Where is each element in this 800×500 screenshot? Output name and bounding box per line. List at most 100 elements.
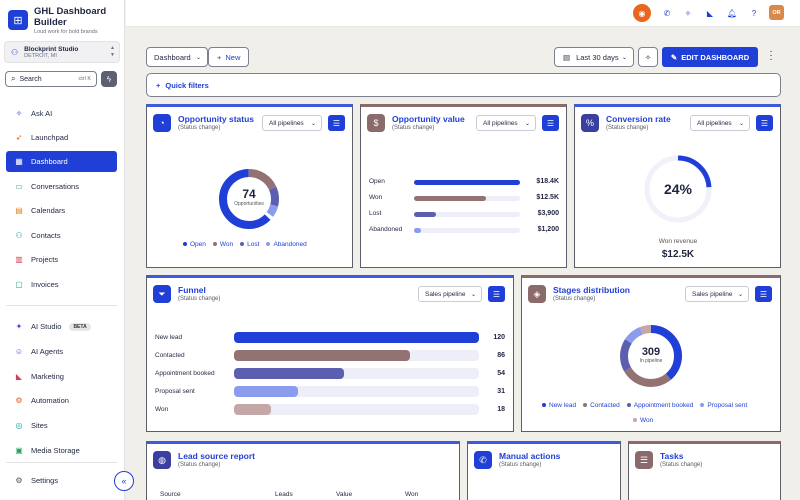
filter-button[interactable]: ☰ — [542, 115, 559, 131]
contacts-icon: ⚇ — [15, 231, 23, 240]
beta-badge: BETA — [69, 322, 91, 331]
avatar[interactable]: OR — [769, 5, 784, 20]
pipeline-select[interactable]: Sales pipeline ⌄ — [685, 286, 749, 302]
layers-icon: ◈ — [528, 285, 546, 303]
sidebar-item-conversations[interactable]: ▭ Conversations — [6, 176, 117, 197]
sidebar-item-label: Media Storage — [31, 446, 80, 455]
tasks-card: ☰ Tasks (Status change) — [628, 441, 781, 500]
filter-lines-icon: ☰ — [546, 118, 555, 128]
sidebar-item-marketing[interactable]: ◣ Marketing — [6, 366, 117, 387]
new-dashboard-button[interactable]: + New — [208, 47, 249, 67]
filter-button[interactable]: ☰ — [488, 286, 505, 302]
edit-dashboard-button[interactable]: ✎ EDIT DASHBOARD — [662, 47, 758, 67]
bell-icon: 🔔︎ — [726, 8, 738, 18]
legend-item: Contacted — [583, 402, 620, 409]
value-bar-fill — [414, 196, 487, 201]
pipeline-select[interactable]: All pipelines ⌄ — [690, 115, 750, 131]
sidebar-item-label: Conversations — [31, 182, 79, 191]
sidebar-item-dashboard[interactable]: ▦ Dashboard — [6, 151, 117, 172]
sidebar-item-projects[interactable]: ▥ Projects — [6, 249, 117, 270]
collapse-sidebar-button[interactable]: « — [114, 471, 134, 491]
legend-item: Proposal sent — [700, 402, 747, 409]
edit-dashboard-label: EDIT DASHBOARD — [681, 52, 750, 62]
card-title: Funnel — [178, 285, 206, 295]
more-options-icon[interactable]: · · · — [769, 46, 773, 65]
stages-total-label: In pipeline — [639, 358, 663, 364]
filter-button[interactable]: ☰ — [328, 115, 345, 131]
value-bar-fill — [414, 228, 422, 233]
robot-icon: ☺ — [14, 347, 24, 356]
value-row-value: $3,900 — [537, 210, 559, 217]
location-switcher[interactable]: ⚇ Blockprint Studio DETROIT, MI ▲ ▼ — [4, 41, 120, 63]
opportunity-status-card: ◔ Opportunity status (Status change) All… — [146, 104, 353, 268]
quick-filters-bar[interactable]: + Quick filters — [146, 73, 781, 97]
sidebar-item-media-storage[interactable]: ▣ Media Storage — [6, 440, 117, 461]
card-subtitle: (Status change) — [178, 462, 221, 468]
eye-icon: ◉ — [638, 8, 646, 18]
pipeline-select[interactable]: Sales pipeline ⌄ — [418, 286, 482, 302]
dashboard-select[interactable]: Dashboard ⌄ — [146, 47, 208, 67]
sidebar-item-sites[interactable]: ◎ Sites — [6, 415, 117, 436]
funnel-bar-fill — [234, 386, 298, 397]
lead-source-card: ◍ Lead source report (Status change) Sou… — [146, 441, 460, 500]
funnel-row-label: Proposal sent — [155, 388, 195, 395]
legend: Open Won Lost Abandoned — [183, 241, 307, 248]
help-icon: ? — [751, 8, 757, 18]
ai-button[interactable]: ✧ — [679, 4, 697, 22]
column-header: Source — [160, 491, 181, 498]
pipeline-select-value: All pipelines — [269, 119, 304, 127]
sidebar-item-ask-ai[interactable]: ✧ Ask AI — [6, 103, 117, 124]
globe-icon: ◍ — [153, 451, 171, 469]
funnel-row-value: 54 — [497, 370, 505, 377]
dashboard-icon: ▦ — [15, 157, 23, 166]
phone-icon: ✆ — [474, 451, 492, 469]
search-icon: ⌕ — [11, 74, 16, 83]
brand: ⊞ GHL Dashboard Builder Loud work for bo… — [8, 6, 116, 35]
opportunity-total: 74 — [242, 187, 256, 201]
pipeline-select[interactable]: All pipelines ⌄ — [476, 115, 536, 131]
automation-icon: ⚙ — [15, 396, 23, 405]
date-range-select[interactable]: ▤ Last 30 days ⌄ — [554, 47, 634, 67]
sidebar-item-invoices[interactable]: ▢ Invoices — [6, 274, 117, 295]
pipeline-select-value: All pipelines — [697, 119, 732, 127]
won-revenue-value: $12.5K — [661, 249, 695, 260]
help-button[interactable]: ? — [745, 4, 763, 22]
sidebar-item-calendars[interactable]: ▤ Calendars — [6, 200, 117, 221]
donut-segment-open — [219, 169, 279, 229]
megaphone-icon: ◣ — [15, 372, 23, 381]
legend-item: Won — [633, 417, 653, 424]
pipeline-select[interactable]: All pipelines ⌄ — [262, 115, 322, 131]
funnel-bar-fill — [234, 332, 479, 343]
sidebar-divider — [6, 462, 117, 463]
sidebar-item-automation[interactable]: ⚙ Automation — [6, 390, 117, 411]
search-box[interactable]: ⌕ Search ctrl K — [5, 71, 97, 87]
value-bar-track — [414, 212, 520, 217]
card-title: Tasks — [660, 451, 684, 461]
funnel-row-label: Appointment booked — [155, 370, 215, 377]
chevron-down-icon: ⌄ — [737, 291, 743, 298]
sidebar-item-contacts[interactable]: ⚇ Contacts — [6, 225, 117, 246]
donut-center: 74 Opportunities — [225, 187, 273, 207]
plus-icon: + — [217, 52, 222, 62]
conversion-percent: 24% — [663, 181, 693, 197]
phone-button[interactable]: ✆ — [658, 4, 676, 22]
pipeline-select-value: Sales pipeline — [425, 290, 466, 298]
announcements-button[interactable]: ◣ — [701, 4, 719, 22]
legend-item: Appointment booked — [626, 402, 693, 409]
sites-icon: ◎ — [15, 421, 23, 430]
sidebar-item-ai-studio[interactable]: ✦ AI Studio BETA — [6, 316, 117, 337]
location-name: Blockprint Studio — [24, 45, 79, 53]
sidebar-item-settings[interactable]: ⚙ Settings — [6, 470, 117, 491]
ai-insights-button[interactable]: ✧ — [638, 47, 658, 67]
sidebar-item-label: Invoices — [31, 280, 59, 289]
search-label: Search — [19, 75, 42, 83]
quick-action-button[interactable]: ϟ — [101, 71, 117, 87]
filter-button[interactable]: ☰ — [756, 115, 773, 131]
preview-button[interactable]: ◉ — [633, 4, 651, 22]
app-logo-icon: ⊞ — [8, 10, 28, 30]
notifications-button[interactable]: 🔔︎ — [723, 4, 741, 22]
sidebar-item-ai-agents[interactable]: ☺ AI Agents — [6, 341, 117, 362]
filter-button[interactable]: ☰ — [755, 286, 772, 302]
opportunity-total-label: Opportunities — [234, 201, 264, 207]
sidebar-item-launchpad[interactable]: ➶ Launchpad — [6, 127, 117, 148]
